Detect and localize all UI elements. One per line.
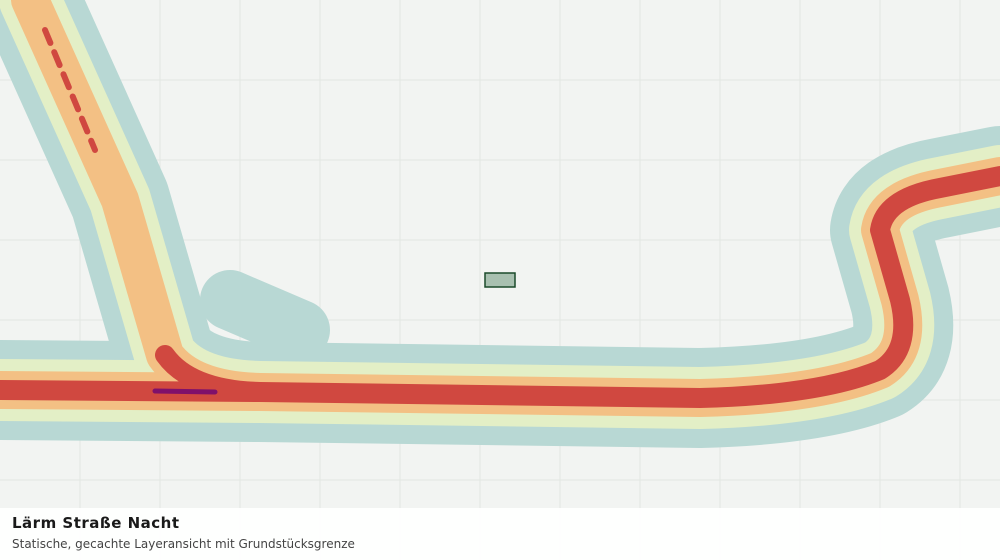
layer-title: Lärm Straße Nacht bbox=[12, 514, 180, 532]
noise-bands bbox=[0, 0, 1000, 448]
info-panel: Lärm Straße Nacht Statische, gecachte La… bbox=[0, 508, 1000, 560]
layer-subtitle: Statische, gecachte Layeransicht mit Gru… bbox=[12, 537, 355, 551]
parcel-boundary bbox=[484, 272, 516, 288]
